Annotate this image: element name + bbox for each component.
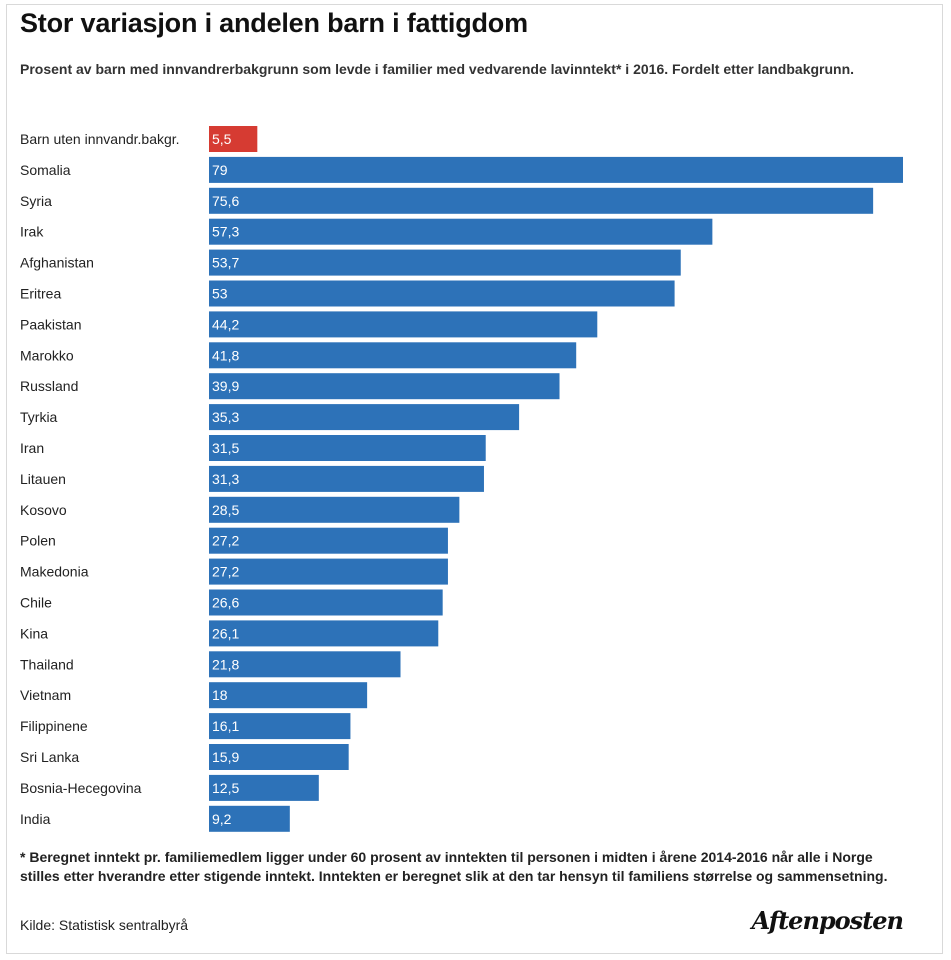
value-label-paakistan: 44,2 bbox=[212, 316, 239, 332]
value-label-kina: 26,1 bbox=[212, 625, 239, 641]
source-label: Kilde: Statistisk sentralbyrå bbox=[20, 917, 189, 933]
value-label-thailand: 21,8 bbox=[212, 656, 239, 672]
category-label-kina: Kina bbox=[20, 625, 48, 641]
value-label-bosnia-hecegovina: 12,5 bbox=[212, 780, 239, 796]
value-label-afghanistan: 53,7 bbox=[212, 255, 239, 271]
bar-irak bbox=[209, 218, 713, 245]
category-label-marokko: Marokko bbox=[20, 347, 74, 363]
category-label-polen: Polen bbox=[20, 533, 56, 549]
value-label-syria: 75,6 bbox=[212, 193, 239, 209]
category-label-filippinene: Filippinene bbox=[20, 718, 88, 734]
value-label-makedonia: 27,2 bbox=[212, 564, 239, 580]
value-label-vietnam: 18 bbox=[212, 687, 228, 703]
value-label-iran: 31,5 bbox=[212, 440, 239, 456]
category-label-tyrkia: Tyrkia bbox=[20, 409, 58, 425]
category-label-barn-uten-innvandr-bakgr: Barn uten innvandr.bakgr. bbox=[20, 131, 180, 147]
value-label-sri-lanka: 15,9 bbox=[212, 749, 239, 765]
bar-vietnam bbox=[209, 682, 368, 709]
value-label-chile: 26,6 bbox=[212, 595, 239, 611]
value-label-somalia: 79 bbox=[212, 162, 228, 178]
bar-india bbox=[209, 805, 290, 832]
chart-title: Stor variasjon i andelen barn i fattigdo… bbox=[20, 8, 528, 38]
bar-makedonia bbox=[209, 558, 448, 585]
category-label-paakistan: Paakistan bbox=[20, 316, 81, 332]
bar-litauen bbox=[209, 465, 484, 492]
category-label-eritrea: Eritrea bbox=[20, 286, 61, 302]
bar-russland bbox=[209, 373, 560, 400]
bar-eritrea bbox=[209, 280, 675, 307]
bar-barn-uten-innvandr-bakgr bbox=[209, 126, 258, 152]
bar-afghanistan bbox=[209, 249, 681, 276]
bar-chile bbox=[209, 589, 443, 616]
bar-somalia bbox=[209, 156, 903, 183]
value-label-marokko: 41,8 bbox=[212, 347, 239, 363]
value-label-irak: 57,3 bbox=[212, 224, 239, 240]
value-label-barn-uten-innvandr-bakgr: 5,5 bbox=[212, 131, 232, 147]
value-label-kosovo: 28,5 bbox=[212, 502, 239, 518]
bar-kosovo bbox=[209, 496, 460, 523]
category-label-somalia: Somalia bbox=[20, 162, 71, 178]
bar-tyrkia bbox=[209, 404, 520, 431]
category-label-bosnia-hecegovina: Bosnia-Hecegovina bbox=[20, 780, 142, 796]
bar-bosnia-hecegovina bbox=[209, 774, 319, 801]
value-label-polen: 27,2 bbox=[212, 533, 239, 549]
category-label-litauen: Litauen bbox=[20, 471, 66, 487]
bar-filippinene bbox=[209, 713, 351, 740]
category-label-chile: Chile bbox=[20, 595, 52, 611]
footnote: * Beregnet inntekt pr. familiemedlem lig… bbox=[20, 849, 888, 884]
category-label-syria: Syria bbox=[20, 193, 52, 209]
category-label-kosovo: Kosovo bbox=[20, 502, 67, 518]
bar-thailand bbox=[209, 651, 401, 678]
bar-syria bbox=[209, 187, 874, 214]
category-label-afghanistan: Afghanistan bbox=[20, 255, 94, 271]
bar-polen bbox=[209, 527, 448, 554]
value-label-russland: 39,9 bbox=[212, 378, 239, 394]
value-label-eritrea: 53 bbox=[212, 286, 228, 302]
chart-subtitle: Prosent av barn med innvandrerbakgrunn s… bbox=[20, 61, 855, 77]
bar-iran bbox=[209, 435, 486, 461]
bar-sri-lanka bbox=[209, 744, 349, 770]
bar-kina bbox=[209, 620, 439, 647]
value-label-filippinene: 16,1 bbox=[212, 718, 239, 734]
category-label-irak: Irak bbox=[20, 224, 44, 240]
category-label-vietnam: Vietnam bbox=[20, 687, 71, 703]
aftenposten-logo: Aftenposten bbox=[751, 906, 904, 935]
chart-frame bbox=[6, 4, 943, 954]
category-label-makedonia: Makedonia bbox=[20, 564, 89, 580]
value-label-tyrkia: 35,3 bbox=[212, 409, 239, 425]
category-label-iran: Iran bbox=[20, 440, 44, 456]
category-label-sri-lanka: Sri Lanka bbox=[20, 749, 79, 765]
bar-marokko bbox=[209, 342, 577, 369]
category-label-india: India bbox=[20, 811, 51, 827]
value-label-india: 9,2 bbox=[212, 811, 232, 827]
category-label-thailand: Thailand bbox=[20, 656, 74, 672]
value-label-litauen: 31,3 bbox=[212, 471, 239, 487]
category-label-russland: Russland bbox=[20, 378, 78, 394]
bar-paakistan bbox=[209, 311, 598, 338]
